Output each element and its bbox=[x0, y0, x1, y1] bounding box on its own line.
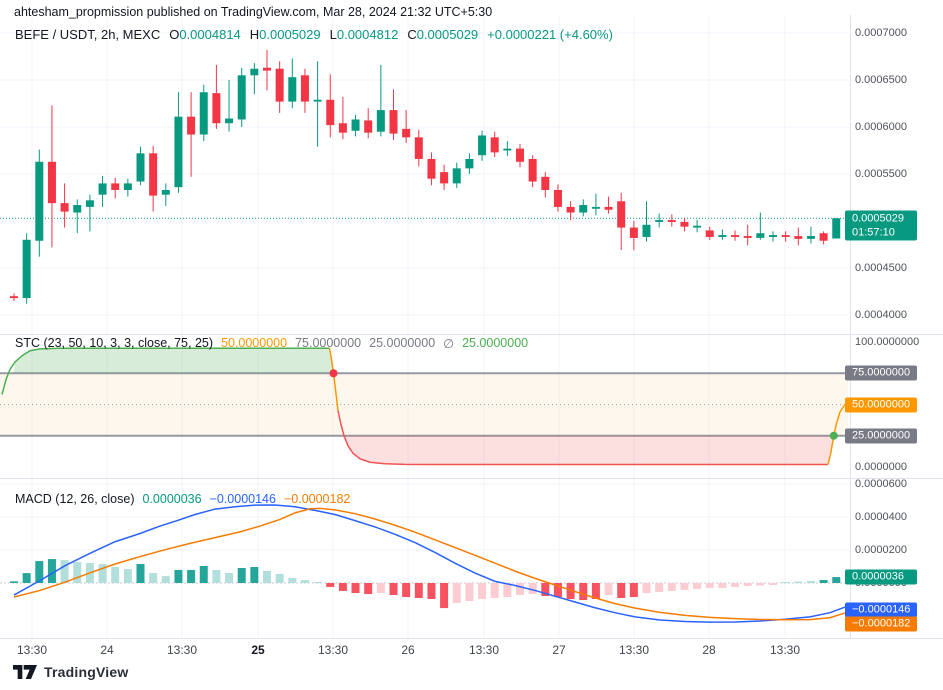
macd-histogram-value: 0.0000036 bbox=[142, 492, 202, 506]
stc-value-avg: 25.0000000 bbox=[462, 336, 529, 350]
stc-cross-marker bbox=[329, 369, 338, 378]
candles-layer bbox=[10, 49, 841, 304]
stc-indicator-title: STC (23, 50, 10, 3, 3, close, 75, 25) 50… bbox=[15, 336, 528, 351]
stc-avg-icon: ∅ bbox=[443, 337, 455, 351]
footer: TradingView bbox=[13, 664, 128, 680]
tradingview-logo-icon[interactable] bbox=[13, 665, 37, 679]
stc-cross-marker bbox=[829, 431, 838, 440]
price-scale[interactable] bbox=[850, 15, 943, 638]
macd-line-value: −0.0000146 bbox=[209, 492, 276, 506]
macd-signal-value: −0.0000182 bbox=[283, 492, 351, 506]
ohlc-high: H 0.0005029 bbox=[249, 27, 321, 42]
macd-title-text[interactable]: MACD (12, 26, close) bbox=[15, 492, 135, 506]
panel-separator-macd[interactable] bbox=[0, 478, 943, 479]
stc-value-lower: 25.0000000 bbox=[369, 336, 436, 350]
ohlc-low: L 0.0004812 bbox=[329, 27, 399, 42]
ohlc-open: O 0.0004814 bbox=[169, 27, 241, 42]
publish-info: ahtesham_propmission published on Tradin… bbox=[14, 5, 493, 19]
symbol-title[interactable]: BEFE / USDT, 2h, MEXC bbox=[15, 27, 161, 42]
stc-title-text[interactable]: STC (23, 50, 10, 3, 3, close, 75, 25) bbox=[15, 336, 214, 350]
symbol-info-row: BEFE / USDT, 2h, MEXC O 0.0004814 H 0.0005… bbox=[15, 27, 613, 42]
price-change: +0.0000221 (+4.60%) bbox=[487, 27, 613, 42]
panel-separator-stc[interactable] bbox=[0, 334, 943, 335]
tradingview-brand[interactable]: TradingView bbox=[44, 664, 129, 680]
grid-layer bbox=[0, 15, 848, 638]
price-scale-separator bbox=[850, 15, 851, 638]
ohlc-close: C 0.0005029 bbox=[407, 27, 479, 42]
time-axis-separator bbox=[0, 638, 943, 639]
stc-layer bbox=[0, 347, 848, 466]
macd-indicator-title: MACD (12, 26, close) 0.0000036 −0.000014… bbox=[15, 492, 350, 506]
stc-value-upper: 75.0000000 bbox=[295, 336, 362, 350]
macd-layer bbox=[0, 504, 848, 623]
stc-value-k: 50.0000000 bbox=[221, 336, 288, 350]
time-scale[interactable] bbox=[0, 638, 943, 662]
